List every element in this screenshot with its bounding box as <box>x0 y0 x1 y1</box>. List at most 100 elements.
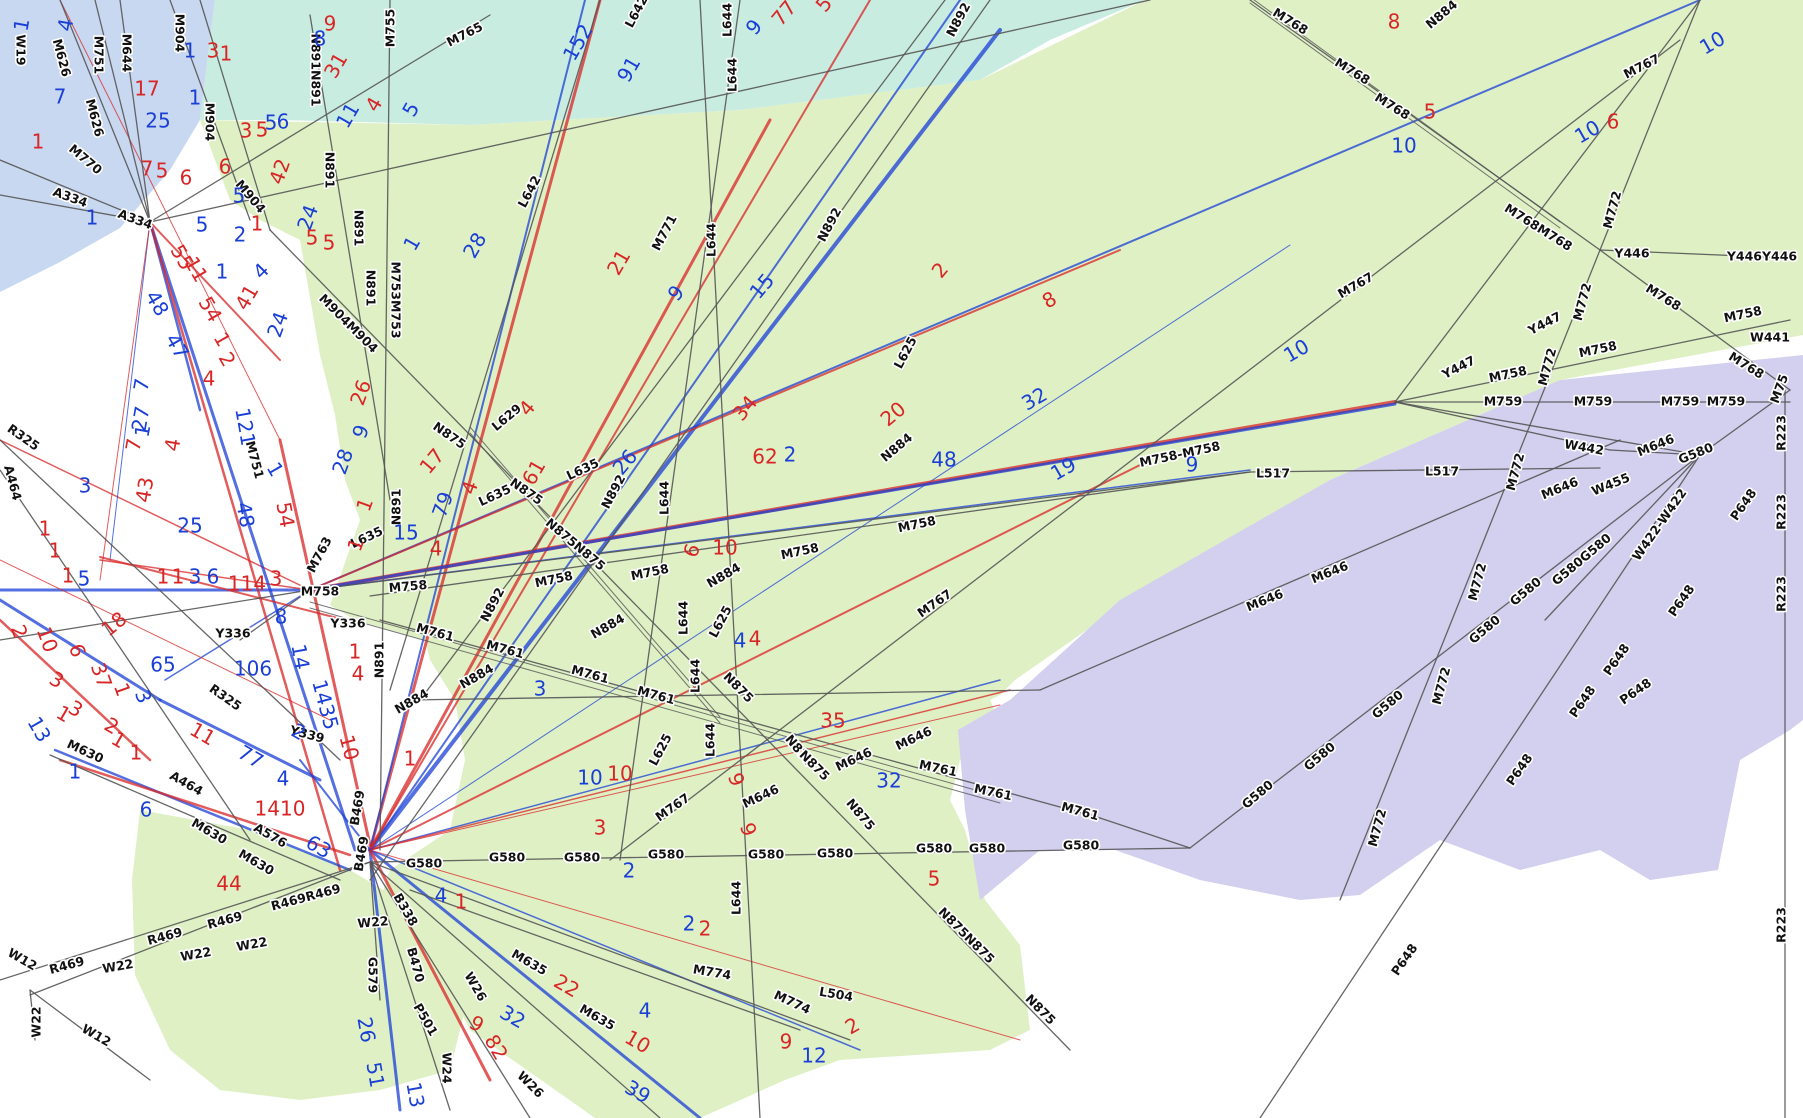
blue-flow-count: 6 <box>277 110 290 134</box>
red-flow-count: 4 <box>160 436 186 453</box>
route-label-l644: L644 <box>676 601 691 635</box>
blue-flow-count: 3 <box>534 677 547 701</box>
red-flow-count: 3 <box>240 119 253 143</box>
flow-line <box>369 0 871 851</box>
blue-flow-count: 8 <box>275 605 288 629</box>
route-label-w12: W12 <box>5 945 40 974</box>
blue-flow-count: 5 <box>233 184 246 208</box>
route-line <box>369 471 1251 597</box>
route-line <box>59 0 151 223</box>
red-flow-count: 1410 <box>255 797 306 821</box>
route-line <box>0 194 151 223</box>
blue-flow-count: 6 <box>207 565 220 589</box>
flow-line <box>58 758 352 857</box>
route-line <box>1189 454 1701 849</box>
blue-flow-count: 32 <box>876 769 901 793</box>
route-label-y446: Y446 <box>1613 246 1649 261</box>
route-label-n891: N891 <box>323 152 338 189</box>
route-line <box>29 989 151 1081</box>
route-label-w22: W22 <box>235 934 268 954</box>
route-label-l644: L644 <box>657 481 672 515</box>
route-line <box>369 861 531 1118</box>
blue-area <box>0 0 215 292</box>
route-line <box>0 439 341 761</box>
route-label-m759: M759 <box>1574 394 1613 409</box>
red-flow-count: 4 <box>352 662 365 686</box>
route-label-r223: R223 <box>1774 415 1789 451</box>
red-flow-count: 11 <box>186 717 220 751</box>
route-line <box>1599 249 1791 391</box>
route-line <box>1394 0 1701 403</box>
blue-flow-count: 4 <box>277 767 290 791</box>
route-line <box>1249 467 1601 473</box>
red-flow-count: 10 <box>32 623 63 655</box>
flow-line <box>148 220 357 852</box>
blue-flow-count: 48 <box>231 500 259 529</box>
red-flow-count: 4 <box>749 627 762 651</box>
red-flow-count: 6 <box>180 166 193 190</box>
route-label-w19: W19 <box>14 34 29 65</box>
flow-line <box>109 221 151 561</box>
route-line <box>239 589 311 641</box>
teal-area <box>200 0 1145 125</box>
flow-line <box>0 439 311 591</box>
red-flow-count: 2 <box>214 348 241 371</box>
route-line <box>0 589 311 641</box>
route-line <box>49 754 341 881</box>
purple-area <box>958 355 1803 900</box>
blue-flow-count: 15 <box>393 521 418 545</box>
route-label-m761: M761 <box>973 781 1014 804</box>
route-label-w22: W22 <box>357 913 389 931</box>
blue-flow-count: 1 <box>130 422 156 439</box>
route-label-l517: L517 <box>1425 464 1459 479</box>
flow-line <box>369 0 586 851</box>
blue-flow-count: 27 <box>126 404 154 433</box>
red-flow-count: 5 <box>1424 100 1437 124</box>
route-line <box>149 14 491 223</box>
red-flow-count: 1 <box>220 42 233 66</box>
route-label-g580: G580 <box>817 846 854 861</box>
red-flow-count: 5 <box>156 159 169 183</box>
flow-line <box>369 0 961 851</box>
flow-line <box>278 438 372 847</box>
route-line <box>1259 454 1701 1118</box>
flow-line <box>53 748 352 872</box>
route-line <box>309 607 1001 804</box>
route-label-r469: R469 <box>48 953 86 977</box>
route-label-w12: W12 <box>79 1021 114 1050</box>
route-label-g580: G580 <box>648 847 685 862</box>
flow-line <box>369 849 861 1051</box>
route-label-m759: M759 <box>1661 394 1700 409</box>
route-line <box>369 861 381 1001</box>
red-flow-count: 3 <box>594 816 607 840</box>
red-flow-count: 6 <box>219 155 232 179</box>
route-label-l517: L517 <box>1256 466 1290 481</box>
route-label-n884: N884 <box>392 685 431 716</box>
red-flow-count: 1 <box>130 741 143 765</box>
red-flow-count: 1 <box>209 328 236 351</box>
blue-flow-count: 1 <box>216 260 229 284</box>
blue-flow-count: 121 <box>230 406 260 448</box>
route-line <box>419 0 946 701</box>
flow-line <box>369 244 1291 851</box>
route-label-w22: W22 <box>179 944 212 964</box>
blue-flow-count: 14 <box>286 642 314 671</box>
red-flow-count: 7 <box>141 157 154 181</box>
red-flow-count: 7 <box>121 436 147 453</box>
route-label-r223: R223 <box>1774 494 1789 530</box>
flow-line <box>369 704 1001 851</box>
route-line <box>609 39 1681 861</box>
red-flow-count: 62 <box>752 445 777 469</box>
flow-line <box>99 556 346 621</box>
flow-line <box>368 0 602 852</box>
flow-line <box>309 249 1121 591</box>
flow-line <box>368 848 702 1118</box>
flow-line <box>308 402 1397 592</box>
traffic-flows <box>0 0 1701 1118</box>
blue-flow-count: 48 <box>931 448 956 472</box>
blue-flow-count: 1 <box>9 16 35 33</box>
